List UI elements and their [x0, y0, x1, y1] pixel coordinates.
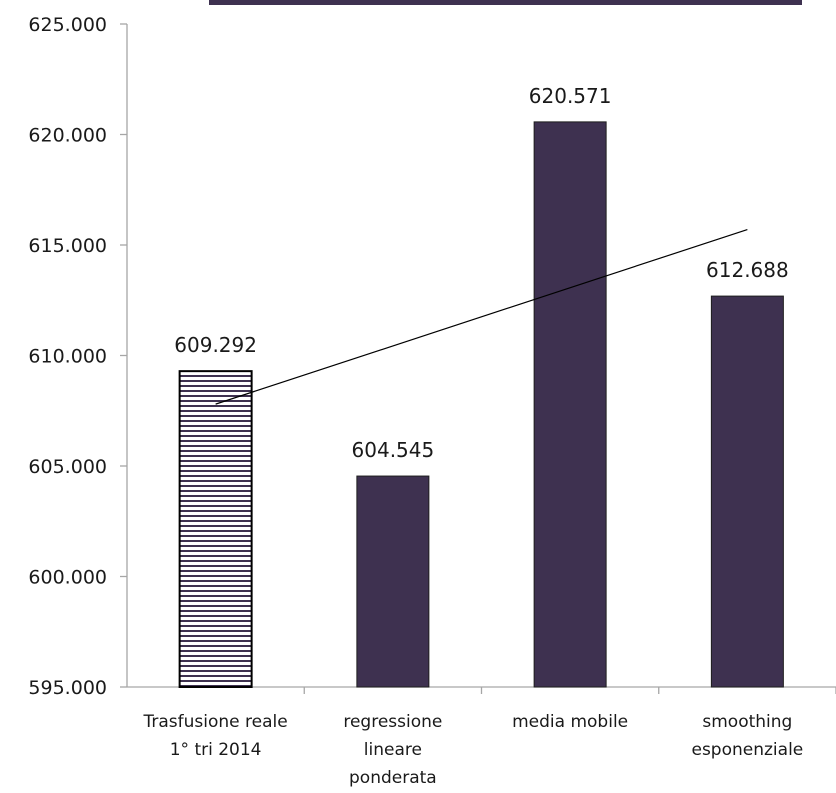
- y-tick-label: 605.000: [28, 456, 107, 478]
- trendline: [215, 228, 748, 405]
- category-label-line: Trasfusione reale: [143, 712, 288, 732]
- y-tick-label: 625.000: [28, 14, 107, 36]
- y-tick-label: 595.000: [28, 677, 107, 699]
- bar: [533, 121, 607, 688]
- data-label: 612.688: [706, 258, 789, 282]
- category-label-line: 1° tri 2014: [170, 740, 262, 760]
- y-tick-label: 620.000: [28, 125, 107, 147]
- bar: [710, 295, 784, 688]
- data-label: 620.571: [529, 84, 612, 108]
- category-label-line: esponenziale: [691, 740, 803, 760]
- bar: [356, 475, 430, 688]
- y-tick-label: 615.000: [28, 235, 107, 257]
- category-label-line: regressione: [343, 712, 442, 732]
- bar: [178, 370, 253, 688]
- category-label: Trasfusione reale 1° tri 2014: [143, 712, 288, 760]
- category-label-line: lineare: [364, 740, 422, 760]
- category-label: regressione lineare ponderata: [343, 712, 442, 788]
- y-tick-label: 610.000: [28, 346, 107, 368]
- category-label: media mobile: [512, 712, 628, 732]
- y-tick-label: 600.000: [28, 567, 107, 589]
- data-label: 609.292: [174, 333, 257, 357]
- category-label: smoothing esponenziale: [691, 712, 803, 760]
- category-label-line: ponderata: [349, 768, 437, 788]
- category-label-line: smoothing: [702, 712, 792, 732]
- title-bar: [209, 0, 802, 5]
- data-label: 604.545: [352, 438, 435, 462]
- category-label-line: media mobile: [512, 712, 628, 732]
